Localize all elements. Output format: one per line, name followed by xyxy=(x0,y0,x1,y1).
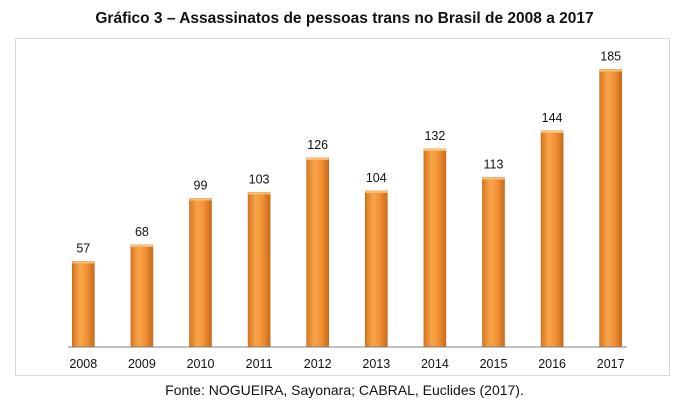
bar-2008 xyxy=(72,261,95,348)
bar-2012 xyxy=(306,157,330,348)
chart-source: Fonte: NOGUEIRA, Sayonara; CABRAL, Eucli… xyxy=(165,382,524,398)
bar-2013 xyxy=(364,190,388,348)
bar-top-2008 xyxy=(72,261,95,264)
x-tick-label-2013: 2013 xyxy=(362,357,390,371)
bar-top-2016 xyxy=(541,131,564,133)
bar-top-2010 xyxy=(189,198,212,201)
data-label-2008: 57 xyxy=(76,242,90,256)
x-tick-label-2008: 2008 xyxy=(69,357,97,371)
data-label-2013: 104 xyxy=(366,171,387,185)
data-label-2017: 185 xyxy=(600,50,621,64)
data-label-2011: 103 xyxy=(249,173,270,187)
bar-2010 xyxy=(189,198,212,348)
data-label-2014: 132 xyxy=(424,129,445,143)
x-tick-label-2016: 2016 xyxy=(538,357,566,371)
bar-2016 xyxy=(540,130,564,348)
bar-2009 xyxy=(130,244,154,348)
x-tick-label-2017: 2017 xyxy=(597,357,625,371)
bar-top-2011 xyxy=(248,192,271,195)
bars-layer xyxy=(72,69,623,348)
x-tick-label-2014: 2014 xyxy=(421,357,449,371)
x-tick-label-2011: 2011 xyxy=(246,357,273,371)
labels-layer: 57 2008 68 2009 99 2010 103 2011 126 2012 104 2013 1… xyxy=(69,50,624,372)
bar-top-2017 xyxy=(599,69,622,72)
data-label-2016: 144 xyxy=(542,111,563,125)
data-label-2009: 68 xyxy=(135,225,149,239)
bar-top-2009 xyxy=(130,245,153,247)
data-label-2010: 99 xyxy=(194,179,208,193)
x-tick-label-2012: 2012 xyxy=(304,357,332,371)
chart-title: Gráfico 3 – Assassinatos de pessoas tran… xyxy=(95,10,594,27)
x-tick-label-2010: 2010 xyxy=(187,357,215,371)
bar-top-2012 xyxy=(306,158,329,160)
bar-2015 xyxy=(482,177,505,348)
data-label-2015: 113 xyxy=(484,158,504,172)
data-label-2012: 126 xyxy=(307,138,328,152)
bar-2011 xyxy=(247,192,271,348)
bar-2014 xyxy=(423,148,447,348)
x-tick-label-2015: 2015 xyxy=(480,357,508,371)
bar-top-2014 xyxy=(423,149,446,151)
bar-top-2015 xyxy=(482,177,505,180)
bar-2017 xyxy=(599,69,623,348)
bar-top-2013 xyxy=(365,191,388,193)
x-tick-label-2009: 2009 xyxy=(128,357,156,371)
